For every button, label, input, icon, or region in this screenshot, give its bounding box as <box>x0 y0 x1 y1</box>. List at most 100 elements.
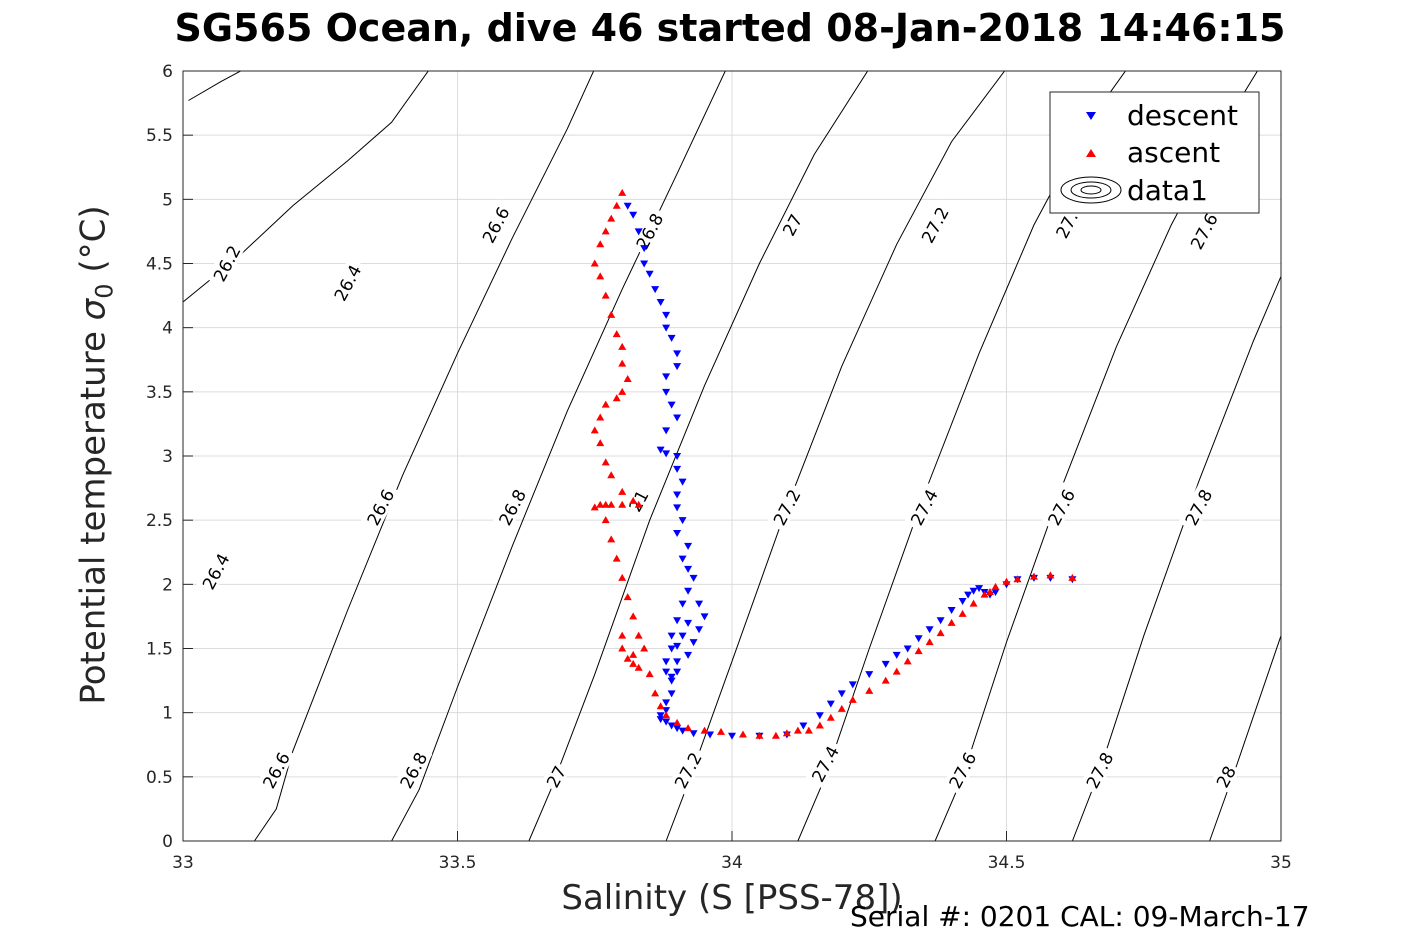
ascent-point <box>618 359 627 367</box>
contour-line-28 <box>1209 635 1281 841</box>
descent-point <box>673 668 682 676</box>
contour-label-bg <box>475 199 515 250</box>
ascent-point <box>607 535 616 543</box>
contour-label-bg <box>393 744 433 795</box>
contour-label-bg <box>903 481 943 532</box>
ascent-point <box>612 201 621 209</box>
descent-point <box>684 542 693 550</box>
ascent-point <box>607 310 616 318</box>
ascent-point <box>596 413 605 421</box>
ascent-point <box>892 667 901 675</box>
descent-point <box>662 450 671 458</box>
y-tick-label: 2 <box>162 575 173 595</box>
ascent-point <box>947 618 956 626</box>
ascent-point <box>837 704 846 712</box>
descent-point <box>667 401 676 409</box>
ascent-point <box>755 731 764 739</box>
ascent-point <box>673 718 682 726</box>
legend-label-data1: data1 <box>1127 174 1208 207</box>
ascent-point <box>601 400 610 408</box>
descent-point <box>629 211 638 219</box>
ascent-point <box>1013 575 1022 583</box>
ascent-point <box>634 500 643 508</box>
contour-label-bg <box>540 760 571 793</box>
ascent-point <box>590 426 599 434</box>
ascent-point <box>629 496 638 504</box>
contour-label-bg <box>206 238 246 289</box>
ascent-point <box>986 588 995 596</box>
contour-label-bg <box>1048 203 1084 246</box>
descent-point <box>656 446 665 454</box>
y-tick-label: 3.5 <box>146 383 173 403</box>
descent-point <box>662 388 671 396</box>
ascent-point <box>596 500 605 508</box>
contour-label-bg <box>776 208 807 241</box>
y-tick-label: 1.5 <box>146 640 173 660</box>
ascent-point <box>618 387 627 395</box>
contour-label: 27. <box>1048 203 1084 246</box>
ascent-point <box>618 188 627 196</box>
descent-point <box>969 587 978 595</box>
descent-point <box>662 311 671 319</box>
descent-point <box>695 600 704 608</box>
contour-line-26.8 <box>391 71 726 841</box>
descent-point <box>673 642 682 650</box>
ascent-point <box>903 657 912 665</box>
descent-point <box>881 660 890 668</box>
descent-point <box>634 228 643 236</box>
descent-point <box>678 517 687 525</box>
descent-point <box>678 478 687 486</box>
descent-point <box>826 700 835 708</box>
descent-point <box>678 555 687 563</box>
y-tick-label: 2.5 <box>146 511 173 531</box>
chart-title: SG565 Ocean, dive 46 started 08-Jan-2018… <box>174 6 1286 50</box>
y-tick-label: 0 <box>162 832 173 852</box>
calibration-footer: Serial #: 0201 CAL: 09-March-17 <box>850 900 1310 933</box>
x-tick-label: 34.5 <box>988 853 1026 873</box>
contour-label-bg <box>1178 481 1218 532</box>
ascent-point <box>848 695 857 703</box>
legend-marker-contour-icon <box>1060 176 1122 204</box>
ascent-point <box>651 689 660 697</box>
legend-marker-ascent <box>1086 149 1096 157</box>
descent-point <box>662 427 671 435</box>
ascent-point <box>700 726 709 734</box>
ascent-point <box>618 487 627 495</box>
descent-point <box>673 465 682 473</box>
ascent-point <box>991 582 1000 590</box>
descent-point <box>673 504 682 512</box>
descent-point <box>662 699 671 707</box>
ascent-point <box>629 650 638 658</box>
contour-line-26.2 <box>188 71 242 101</box>
y-tick-label: 3 <box>162 447 173 467</box>
ascent-point <box>634 631 643 639</box>
descent-point <box>667 632 676 640</box>
ascent-point <box>623 593 632 601</box>
ascent-point <box>925 638 934 646</box>
descent-point <box>689 730 698 738</box>
ascent-point <box>717 727 726 735</box>
descent-point <box>640 260 649 268</box>
contour-label-bg <box>914 199 954 250</box>
x-tick-label: 34 <box>721 853 743 873</box>
legend-label-descent: descent <box>1127 99 1238 132</box>
ascent-point <box>771 731 780 739</box>
descent-point <box>678 632 687 640</box>
descent-point <box>673 530 682 537</box>
ascent-point <box>1068 573 1077 581</box>
descent-point <box>678 727 687 735</box>
descent-point <box>936 617 945 625</box>
ascent-point <box>601 227 610 235</box>
ascent-point <box>601 458 610 466</box>
ascent-point <box>1029 572 1038 580</box>
descent-point <box>645 270 654 278</box>
descent-point <box>892 651 901 659</box>
descent-point <box>684 619 693 627</box>
descent-point <box>667 645 676 653</box>
contour-label-bg <box>195 546 235 597</box>
ascent-point <box>612 394 621 402</box>
ascent-point <box>629 659 638 667</box>
descent-point <box>903 645 912 653</box>
descent-point <box>958 598 967 606</box>
